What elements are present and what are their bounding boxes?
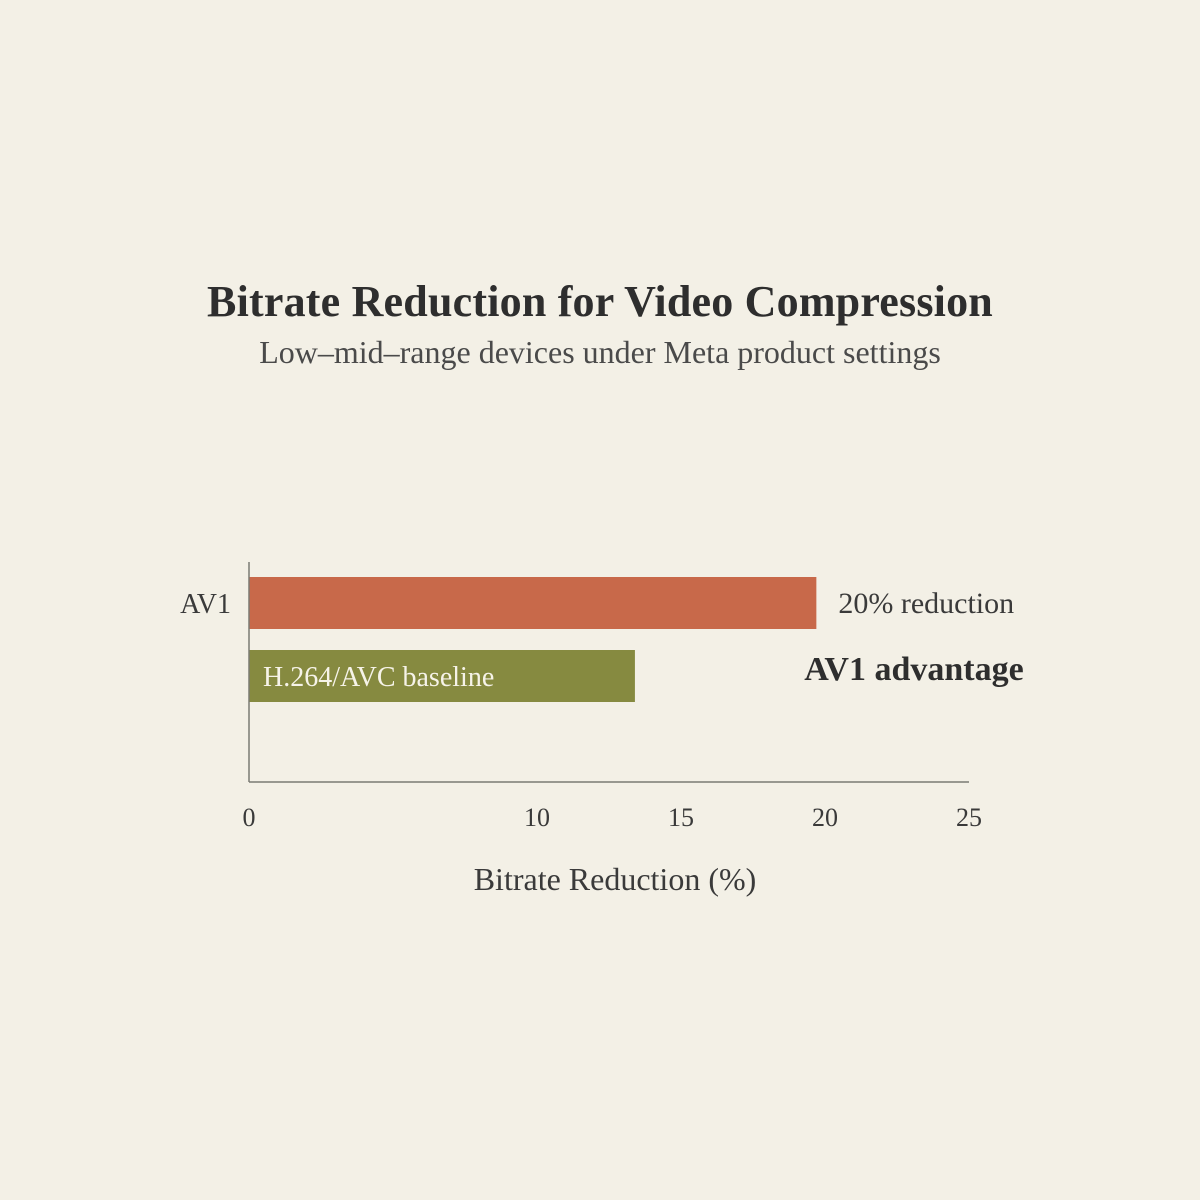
category-label: AV1 — [180, 589, 231, 620]
chart-title: Bitrate Reduction for Video Compression — [207, 277, 993, 326]
chart-annotation: AV1 advantage — [804, 651, 1023, 688]
bar-1 — [249, 577, 817, 629]
chart-subtitle: Low–mid–range devices under Meta product… — [259, 334, 941, 370]
bar-value-label: 20% reduction — [838, 587, 1014, 620]
x-tick-label: 0 — [243, 803, 256, 832]
x-axis-label: Bitrate Reduction (%) — [474, 861, 757, 897]
bar-inner-label: H.264/AVC baseline — [263, 662, 494, 693]
x-tick-label: 15 — [668, 803, 694, 832]
x-tick-label: 10 — [524, 803, 550, 832]
x-tick-label: 20 — [812, 803, 838, 832]
bar-2 — [249, 650, 635, 702]
x-tick-label: 25 — [956, 803, 982, 832]
